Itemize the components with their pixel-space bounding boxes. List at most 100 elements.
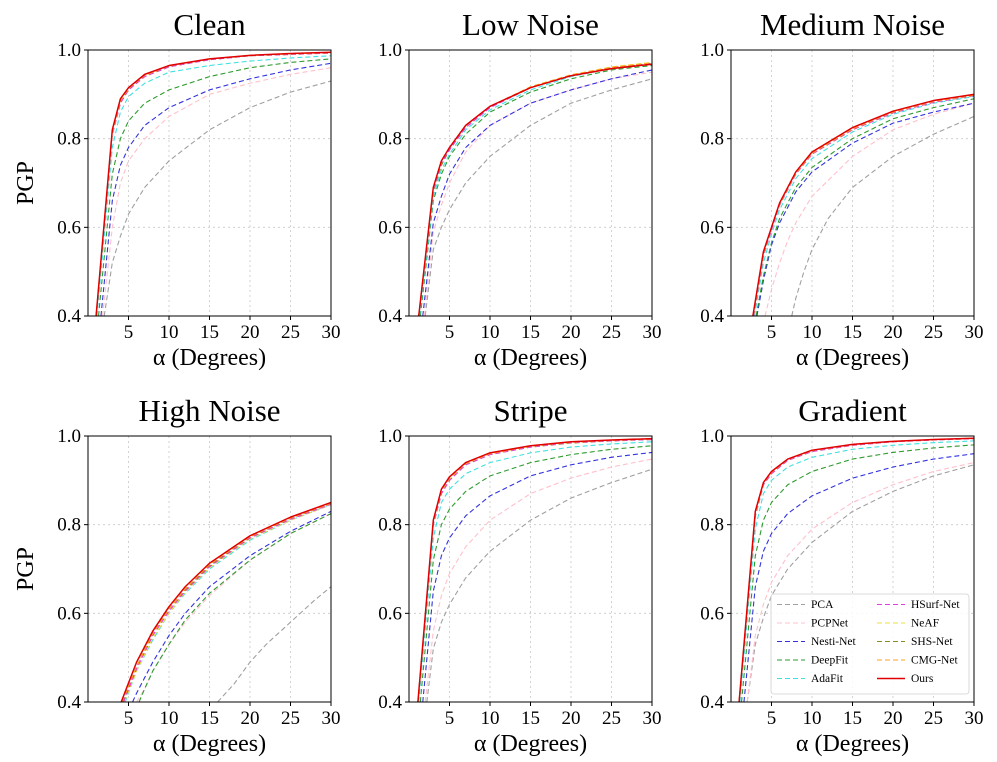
y-tick-label: 0.6: [378, 217, 402, 238]
legend-label: NeAF: [911, 618, 939, 630]
x-tick-label: 5: [767, 322, 777, 343]
legend: PCA PCPNet Nesti-Net DeepFit AdaFit HSurf-Net…: [770, 593, 970, 695]
panel-low-noise-series: [417, 61, 652, 316]
x-tick-label: 15: [200, 322, 219, 343]
series-line-adafit: [739, 440, 974, 702]
y-tick-label: 1.0: [378, 426, 402, 447]
series-line-nesti-net: [422, 69, 652, 316]
y-tick-label: 0.8: [700, 515, 724, 536]
series-line-shs-net: [95, 52, 331, 316]
x-tick-label: 5: [445, 322, 455, 343]
series-line-hsurf-net: [417, 439, 652, 702]
x-axis-label: α (Degrees): [796, 731, 909, 757]
x-tick-label: 30: [322, 322, 341, 343]
x-tick-label: 30: [643, 708, 662, 729]
series-line-ours: [120, 501, 331, 702]
panel-low-noise: 5 10 15 20 25 30 0.4 0.6 0.8 1.0 Low Noise α (Degre…: [378, 7, 661, 371]
y-tick-label: 1.0: [700, 40, 724, 61]
series-line-adafit: [418, 441, 652, 702]
x-tick-label: 5: [767, 708, 777, 729]
series-line-deepfit: [755, 98, 974, 316]
x-tick-label: 20: [884, 322, 903, 343]
series-line-shs-net: [417, 439, 652, 702]
x-axis-label: α (Degrees): [474, 731, 587, 757]
x-tick-label: 15: [843, 708, 862, 729]
panel-high-noise-grid: [88, 435, 332, 703]
y-tick-label: 0.8: [378, 129, 402, 150]
series-line-adafit: [124, 504, 331, 702]
series-line-pcpnet: [136, 513, 331, 702]
x-tick-label: 10: [160, 708, 179, 729]
series-line-nesti-net: [422, 451, 652, 702]
panel-stripe-series: [417, 437, 652, 702]
y-tick-label: 0.4: [378, 692, 402, 713]
series-line-adafit: [418, 63, 652, 316]
x-tick-label: 10: [803, 708, 822, 729]
y-tick-label: 0.6: [700, 603, 724, 624]
series-line-deepfit: [419, 445, 652, 702]
panel-title: Gradient: [798, 393, 907, 428]
y-tick-label: 1.0: [700, 426, 724, 447]
panel-gradient: 5 10 15 20 25 30 0.4 0.6 0.8 1.0 Gradient α (Degree…: [700, 393, 983, 757]
y-axis-label: PGP: [13, 547, 39, 591]
x-tick-label: 25: [924, 322, 943, 343]
y-tick-label: 0.8: [378, 515, 402, 536]
panel-title: Stripe: [493, 393, 567, 428]
series-line-hsurf-net: [95, 52, 331, 316]
x-axis-label: α (Degrees): [153, 731, 266, 757]
panel-stripe-grid: [409, 435, 653, 703]
series-line-ours: [95, 51, 331, 316]
legend-label: Ours: [911, 673, 934, 685]
x-tick-label: 30: [965, 322, 984, 343]
series-line-pca: [746, 464, 974, 702]
panel-high-noise-series: [120, 501, 331, 702]
x-tick-label: 25: [602, 322, 621, 343]
panel-title: High Noise: [138, 393, 280, 428]
legend-label: SHS-Net: [911, 636, 953, 648]
legend-label: HSurf-Net: [911, 599, 960, 611]
y-tick-label: 0.6: [57, 603, 81, 624]
y-tick-label: 0.4: [378, 306, 402, 327]
series-line-pca: [791, 115, 974, 316]
panel-medium-noise-series: [752, 93, 974, 316]
series-line-ours: [417, 437, 652, 702]
x-tick-label: 10: [160, 322, 179, 343]
y-tick-label: 0.6: [700, 217, 724, 238]
x-tick-label: 10: [481, 322, 500, 343]
y-axis-label: PGP: [13, 161, 39, 205]
y-tick-label: 0.6: [57, 217, 81, 238]
series-line-pcpnet: [423, 71, 652, 316]
y-tick-label: 1.0: [378, 40, 402, 61]
series-line-pca: [426, 468, 652, 702]
x-tick-label: 20: [562, 322, 581, 343]
series-line-hsurf-net: [123, 503, 331, 702]
series-line-adafit: [96, 55, 331, 316]
series-line-ours: [738, 437, 974, 702]
series-line-pca: [103, 80, 331, 316]
series-line-pcpnet: [764, 102, 974, 316]
series-line-neaf: [123, 504, 331, 702]
x-tick-label: 10: [803, 322, 822, 343]
series-line-cmg-net: [418, 62, 652, 316]
x-tick-label: 25: [281, 322, 300, 343]
x-tick-label: 15: [843, 322, 862, 343]
series-line-hsurf-net: [753, 95, 974, 316]
x-tick-label: 25: [281, 708, 300, 729]
x-axis-label: α (Degrees): [474, 345, 587, 371]
x-tick-label: 20: [241, 708, 260, 729]
x-tick-label: 15: [521, 708, 540, 729]
x-tick-label: 5: [124, 708, 134, 729]
panel-gradient-series: [738, 437, 974, 702]
x-tick-label: 30: [965, 708, 984, 729]
legend-label: PCPNet: [811, 618, 849, 630]
panel-stripe: 5 10 15 20 25 30 0.4 0.6 0.8 1.0 Stripe α (Degrees): [378, 393, 661, 757]
x-axis-label: α (Degrees): [153, 345, 266, 371]
panel-clean-series: [95, 51, 331, 316]
series-line-shs-net: [122, 503, 331, 702]
legend-label: DeepFit: [811, 655, 849, 667]
x-axis-label: α (Degrees): [796, 345, 909, 371]
panel-title: Low Noise: [462, 7, 599, 42]
y-tick-label: 1.0: [57, 426, 81, 447]
series-line-cmg-net: [95, 52, 331, 316]
